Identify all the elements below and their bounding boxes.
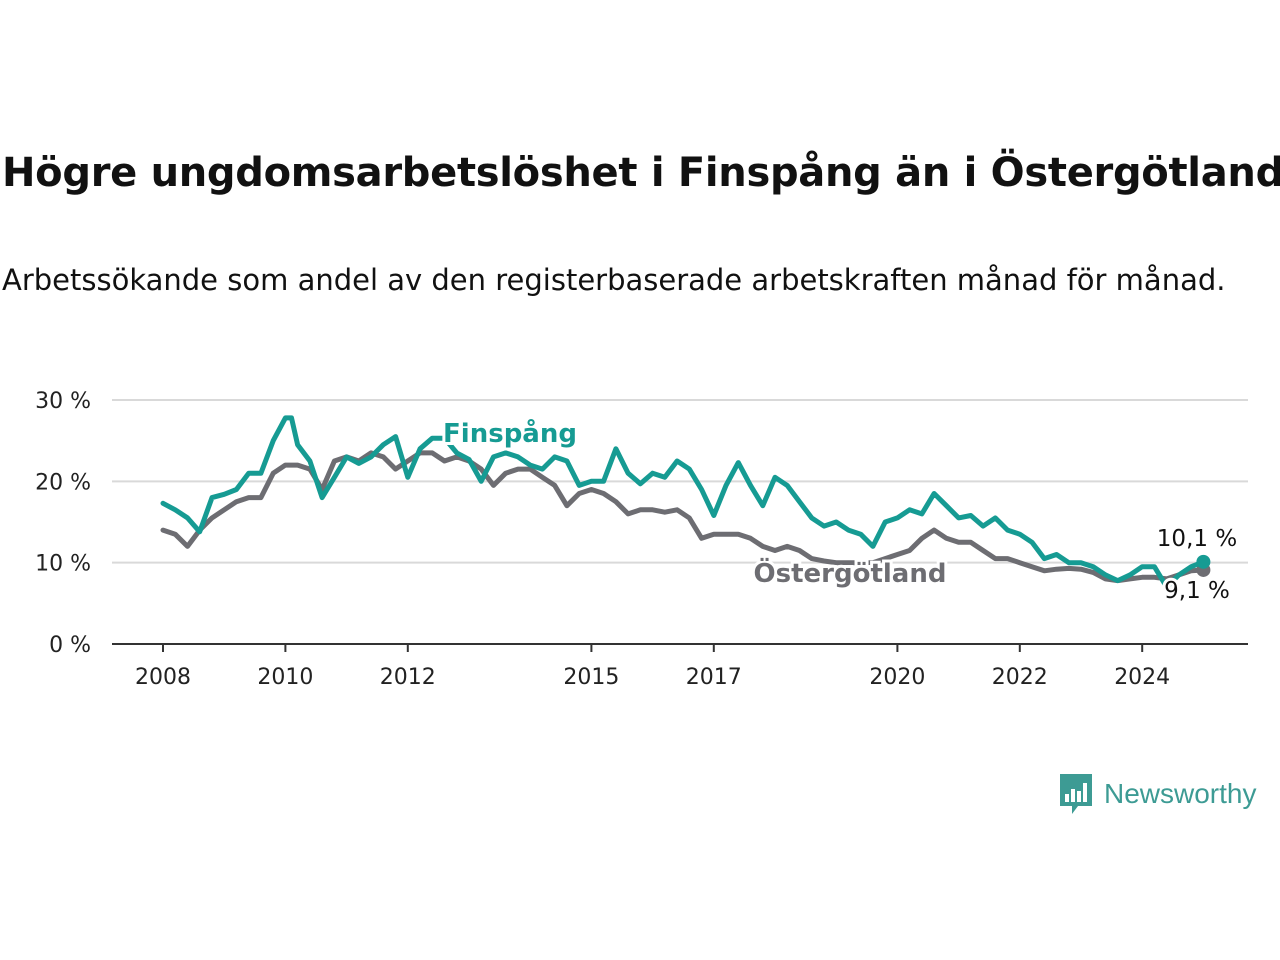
series-line-finspang: [160, 415, 1206, 590]
x-tick-label: 2012: [380, 665, 436, 690]
y-tick-label: 20 %: [35, 470, 91, 495]
y-tick-label: 30 %: [35, 389, 91, 414]
series-lines: [160, 415, 1211, 590]
series-label-ostergotland: Östergötland: [754, 556, 947, 589]
series-line-ostergotland: [160, 450, 1206, 584]
series-label-finspang: Finspång: [443, 417, 577, 449]
x-tick-label: 2020: [869, 665, 925, 690]
x-tick-label: 2024: [1114, 665, 1170, 690]
x-tick-label: 2008: [135, 665, 191, 690]
y-tick-label: 10 %: [35, 552, 91, 577]
chart-subtitle: Arbetssökande som andel av den registerb…: [2, 263, 1226, 297]
x-axis-ticks: 2008 2010 2012 2015 2017 2020 2022 2024: [135, 644, 1170, 690]
newsworthy-brand: Newsworthy: [1058, 772, 1256, 816]
x-tick-label: 2022: [992, 665, 1048, 690]
x-tick-label: 2017: [686, 665, 742, 690]
y-tick-label: 0 %: [49, 633, 91, 658]
y-axis-ticks: 0 % 10 % 20 % 30 %: [35, 389, 91, 658]
newsworthy-logo-icon: [1060, 774, 1092, 814]
series-labels: Finspång Östergötland 10,1 % 9,1 %: [440, 414, 1240, 607]
end-point-finspang: [1196, 554, 1211, 569]
chart-title: Högre ungdomsarbetslöshet i Finspång än …: [2, 150, 1280, 196]
end-value-label-ostergotland: 9,1 %: [1164, 578, 1230, 604]
x-tick-label: 2010: [257, 665, 313, 690]
x-tick-label: 2015: [563, 665, 619, 690]
end-value-label-finspang: 10,1 %: [1157, 526, 1237, 552]
gridlines: [112, 399, 1248, 564]
brand-name: Newsworthy: [1104, 778, 1257, 809]
